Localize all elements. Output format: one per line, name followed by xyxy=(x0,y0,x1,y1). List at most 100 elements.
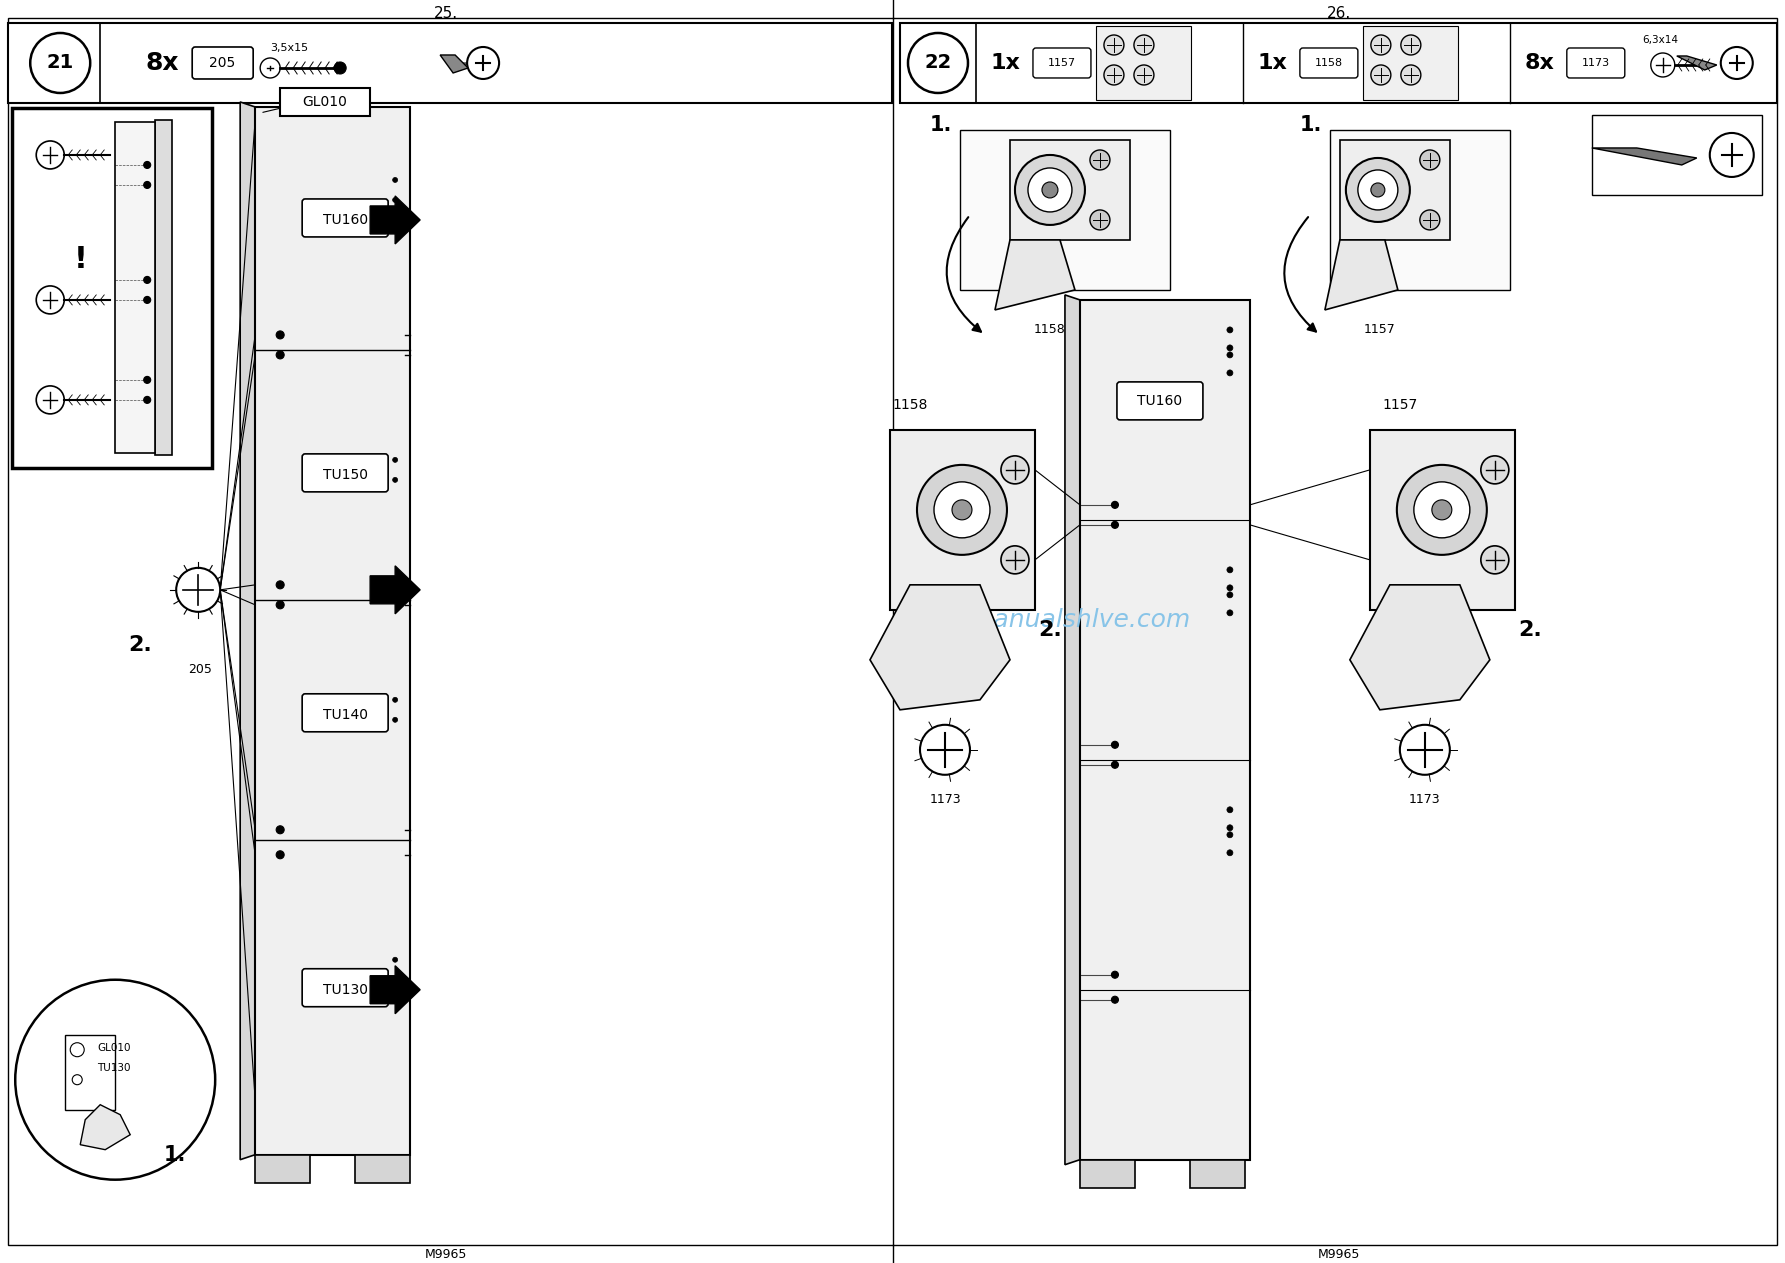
Text: 1173: 1173 xyxy=(930,793,960,806)
Circle shape xyxy=(277,826,284,834)
Circle shape xyxy=(1226,567,1233,573)
Circle shape xyxy=(145,376,150,384)
Circle shape xyxy=(1721,47,1753,80)
Circle shape xyxy=(277,851,284,859)
Circle shape xyxy=(1358,171,1398,210)
Circle shape xyxy=(30,33,91,93)
Circle shape xyxy=(1419,210,1440,230)
Circle shape xyxy=(393,978,398,983)
Circle shape xyxy=(1371,35,1391,56)
Text: 1157: 1157 xyxy=(1364,323,1396,336)
Polygon shape xyxy=(1676,56,1717,69)
Text: 1x: 1x xyxy=(1258,53,1287,73)
Circle shape xyxy=(1091,210,1110,230)
Text: 22: 22 xyxy=(925,53,951,72)
Polygon shape xyxy=(441,56,468,73)
Bar xyxy=(255,1154,311,1182)
Text: 1157: 1157 xyxy=(1048,58,1076,68)
Polygon shape xyxy=(369,566,419,614)
Circle shape xyxy=(1398,465,1487,554)
Text: 8x: 8x xyxy=(1524,53,1555,73)
Circle shape xyxy=(36,386,64,414)
FancyBboxPatch shape xyxy=(1034,48,1091,78)
Polygon shape xyxy=(66,1034,116,1110)
Circle shape xyxy=(145,277,150,283)
Text: 1158: 1158 xyxy=(892,398,928,412)
Circle shape xyxy=(393,178,398,182)
FancyBboxPatch shape xyxy=(302,693,387,731)
Text: 1157: 1157 xyxy=(1382,398,1417,412)
Text: 1158: 1158 xyxy=(1034,323,1066,336)
FancyBboxPatch shape xyxy=(302,453,387,491)
Circle shape xyxy=(16,980,216,1180)
Text: M9965: M9965 xyxy=(1317,1248,1360,1262)
Circle shape xyxy=(1112,741,1119,748)
FancyBboxPatch shape xyxy=(1117,381,1203,419)
Circle shape xyxy=(334,62,346,75)
FancyBboxPatch shape xyxy=(1567,48,1624,78)
Circle shape xyxy=(1226,592,1233,597)
Text: 1.: 1. xyxy=(1299,115,1323,135)
Circle shape xyxy=(1133,64,1153,85)
Circle shape xyxy=(177,568,220,611)
Text: TU150: TU150 xyxy=(323,467,368,482)
Circle shape xyxy=(393,197,398,202)
Polygon shape xyxy=(255,107,411,1154)
Circle shape xyxy=(277,331,284,338)
FancyBboxPatch shape xyxy=(193,47,253,80)
Circle shape xyxy=(1482,456,1508,484)
Text: TU130: TU130 xyxy=(323,983,368,997)
Polygon shape xyxy=(80,1105,130,1149)
Bar xyxy=(1330,130,1510,290)
Circle shape xyxy=(145,182,150,188)
Text: GL010: GL010 xyxy=(303,95,348,109)
Circle shape xyxy=(393,957,398,962)
Polygon shape xyxy=(1080,299,1250,1159)
Text: TU160: TU160 xyxy=(323,213,368,227)
Circle shape xyxy=(1346,158,1410,222)
Circle shape xyxy=(393,477,398,482)
Circle shape xyxy=(1112,762,1119,768)
Text: GL010: GL010 xyxy=(96,1043,130,1053)
Circle shape xyxy=(1001,546,1028,573)
FancyBboxPatch shape xyxy=(302,200,387,237)
Circle shape xyxy=(1112,971,1119,979)
Circle shape xyxy=(393,697,398,702)
FancyBboxPatch shape xyxy=(302,969,387,1007)
Polygon shape xyxy=(869,585,1010,710)
Text: 205: 205 xyxy=(187,663,212,676)
Circle shape xyxy=(1371,183,1385,197)
Circle shape xyxy=(468,47,500,80)
Text: TU140: TU140 xyxy=(323,707,368,722)
Text: 1.: 1. xyxy=(164,1144,186,1164)
Bar xyxy=(900,23,1776,104)
Text: 6,3x14: 6,3x14 xyxy=(1642,35,1678,45)
Bar xyxy=(12,107,212,467)
Text: 1x: 1x xyxy=(991,53,1021,73)
Circle shape xyxy=(917,465,1007,554)
Bar xyxy=(280,88,369,116)
Circle shape xyxy=(145,162,150,168)
Text: 25.: 25. xyxy=(434,6,459,21)
Circle shape xyxy=(145,297,150,303)
Polygon shape xyxy=(1592,148,1698,165)
Circle shape xyxy=(1028,168,1073,212)
Circle shape xyxy=(36,285,64,314)
Circle shape xyxy=(1401,64,1421,85)
Circle shape xyxy=(145,397,150,403)
Text: 1173: 1173 xyxy=(1582,58,1610,68)
Bar xyxy=(891,429,1035,610)
Circle shape xyxy=(1042,182,1059,198)
Circle shape xyxy=(1710,133,1755,177)
Circle shape xyxy=(1226,370,1233,376)
Bar xyxy=(1080,1159,1135,1187)
Polygon shape xyxy=(994,240,1075,309)
Circle shape xyxy=(1401,35,1421,56)
Circle shape xyxy=(1226,345,1233,351)
Circle shape xyxy=(919,725,969,774)
Text: 2.: 2. xyxy=(129,635,152,654)
Text: 2.: 2. xyxy=(1517,620,1542,640)
Bar xyxy=(355,1154,411,1182)
Circle shape xyxy=(1226,585,1233,591)
Circle shape xyxy=(1482,546,1508,573)
